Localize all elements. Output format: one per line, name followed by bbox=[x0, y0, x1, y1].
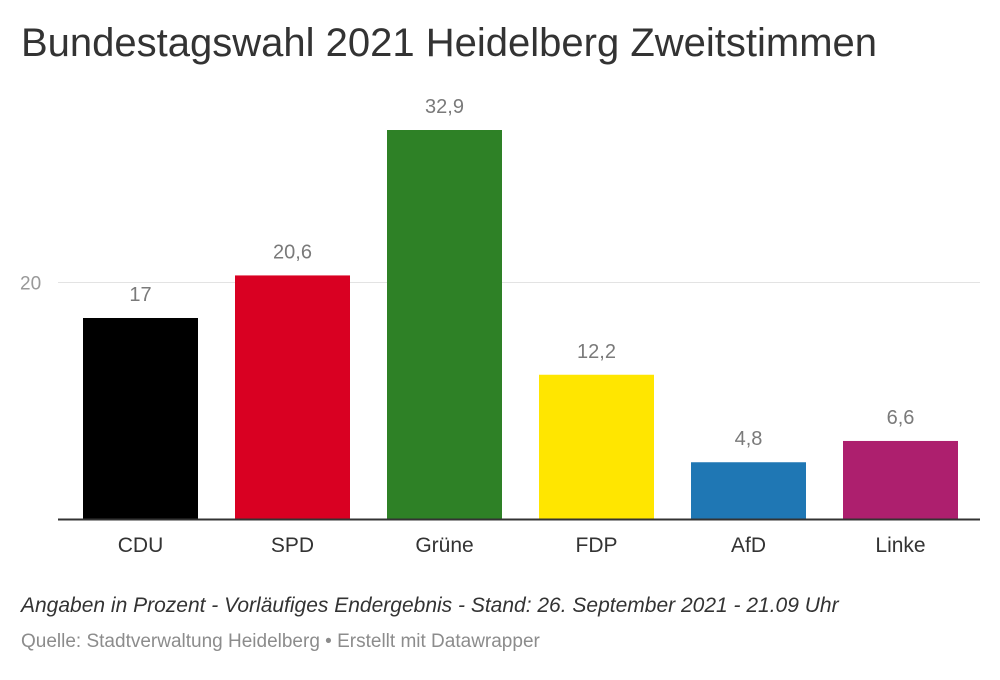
value-label: 17 bbox=[129, 284, 151, 306]
value-label: 6,6 bbox=[887, 407, 915, 429]
chart-title: Bundestagswahl 2021 Heidelberg Zweitstim… bbox=[21, 21, 878, 65]
category-label: FDP bbox=[576, 534, 618, 557]
value-label: 32,9 bbox=[425, 96, 464, 118]
category-label: Grüne bbox=[415, 534, 473, 557]
category-label: CDU bbox=[118, 534, 164, 557]
y-tick-label: 20 bbox=[20, 274, 41, 295]
bar-spd bbox=[235, 275, 350, 519]
chart-notes: Angaben in Prozent - Vorläufiges Enderge… bbox=[21, 594, 839, 617]
chart-source: Quelle: Stadtverwaltung Heidelberg • Ers… bbox=[21, 631, 540, 652]
bar-afd bbox=[691, 462, 806, 519]
bar-linke bbox=[843, 440, 958, 519]
value-labels: 17 20,6 32,9 12,2 4,8 6,6 bbox=[129, 96, 914, 450]
gridlines: 20 bbox=[20, 274, 980, 295]
category-label: Linke bbox=[875, 534, 925, 557]
bar-cdu bbox=[83, 317, 198, 519]
value-label: 20,6 bbox=[273, 241, 312, 263]
bars bbox=[83, 130, 958, 519]
value-label: 4,8 bbox=[735, 428, 763, 450]
category-labels: CDU SPD Grüne FDP AfD Linke bbox=[118, 534, 926, 557]
category-label: AfD bbox=[731, 534, 766, 557]
bar-fdp bbox=[539, 374, 654, 519]
bar-grüne bbox=[387, 130, 502, 519]
value-label: 12,2 bbox=[577, 341, 616, 363]
category-label: SPD bbox=[271, 534, 314, 557]
